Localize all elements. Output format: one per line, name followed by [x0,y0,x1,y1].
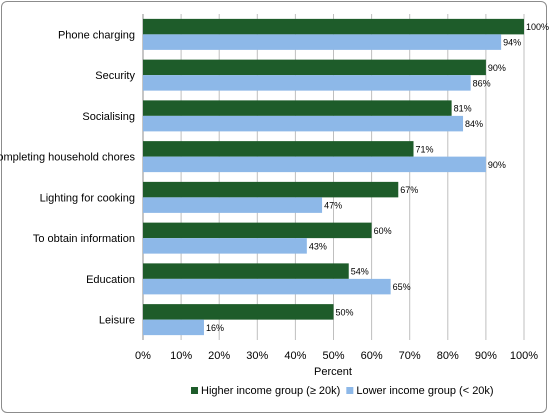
data-label-lower-6: 65% [393,282,411,292]
x-tick-label-50: 50% [322,350,344,362]
x-tick-label-80: 80% [437,350,459,362]
data-label-higher-4: 67% [400,185,418,195]
bar-lower-0 [143,34,502,50]
category-label-4: Lighting for cooking [40,192,135,204]
data-label-lower-0: 94% [503,38,521,48]
category-label-0: Phone charging [58,29,135,41]
category-label-2: Socialising [82,111,135,123]
legend-label-lower: Lower income group (< 20k) [356,385,493,397]
data-label-lower-1: 86% [473,78,491,88]
x-tick-label-100: 100% [510,350,538,362]
data-label-lower-5: 43% [309,241,327,251]
x-tick-label-30: 30% [246,350,268,362]
data-labels: 100% 94% 90% 86% 81% 84% 71% 90% 67% 47% 60% 43% 54%… [206,22,549,333]
x-tick-label-0: 0% [135,350,151,362]
x-tick-label-40: 40% [284,350,306,362]
data-label-higher-6: 54% [351,267,369,277]
bar-higher-1 [143,59,486,76]
x-tick-label-70: 70% [399,350,421,362]
data-label-higher-1: 90% [488,63,506,73]
category-label-7: Leisure [99,315,135,327]
x-tick-label-90: 90% [475,350,497,362]
bar-higher-7 [143,304,334,320]
x-tick-label-20: 20% [208,350,230,362]
bar-lower-4 [143,197,323,213]
category-labels: Phone charging Security Socialising Complet… [0,29,135,326]
bar-higher-3 [143,141,414,157]
data-label-higher-0: 100% [526,22,549,32]
bar-higher-4 [143,181,399,198]
legend-swatch-higher [191,387,198,394]
data-label-lower-7: 16% [206,323,224,333]
x-tick-label-60: 60% [361,350,383,362]
x-axis-title: Percent [314,366,352,378]
bar-higher-0 [143,18,524,35]
category-label-3: Completing household chores [0,152,135,164]
bar-lower-3 [143,156,486,173]
bar-higher-6 [143,263,349,279]
data-label-higher-7: 50% [336,307,354,317]
bar-lower-7 [143,319,204,336]
bar-higher-2 [143,100,452,116]
data-label-higher-5: 60% [374,226,392,236]
bar-lower-1 [143,75,471,91]
legend: Higher income group (≥ 20k) Lower income … [191,385,494,397]
x-tick-labels: 0% 10% 20% 30% 40% 50% 60% 70% 80% 90% 100% [135,350,538,362]
data-label-higher-2: 81% [454,104,472,114]
bar-lower-6 [143,278,391,295]
data-label-lower-3: 90% [488,160,506,170]
category-label-1: Security [95,70,135,82]
legend-label-higher: Higher income group (≥ 20k) [201,385,340,397]
x-tick-label-10: 10% [170,350,192,362]
category-label-5: To obtain information [33,233,135,245]
data-label-lower-4: 47% [324,201,342,211]
bars [143,18,524,336]
bar-higher-5 [143,222,372,239]
data-label-lower-2: 84% [465,119,483,129]
legend-swatch-lower [346,387,354,394]
data-label-higher-3: 71% [416,144,434,154]
bar-lower-5 [143,238,307,254]
category-label-6: Education [86,274,135,286]
bar-lower-2 [143,115,464,132]
